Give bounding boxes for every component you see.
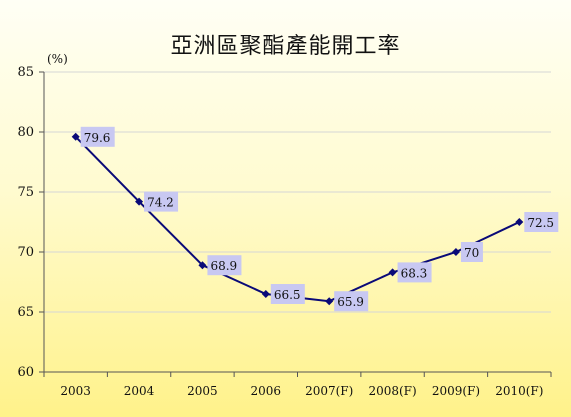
y-tick-label: 75	[17, 185, 34, 200]
data-point-marker	[261, 290, 270, 298]
data-label: 72.5	[527, 216, 554, 230]
x-tick-label: 2004	[124, 384, 155, 398]
data-label-background	[270, 284, 305, 304]
y-tick-label: 65	[17, 305, 34, 320]
data-label-background	[334, 291, 369, 312]
x-tick-label: 2008(F)	[368, 384, 416, 398]
axes: 60 65 70 75 80 85 2003 2004 2005 2006 2007(F) 2008(…	[17, 65, 552, 398]
y-tick-label: 80	[17, 125, 34, 140]
data-point-marker	[388, 268, 397, 277]
data-point-marker	[135, 197, 144, 206]
data-label-background	[397, 262, 432, 283]
y-tick-label: 85	[17, 65, 34, 80]
data-label-background	[207, 255, 242, 276]
chart-title: 亞洲區聚酯產能開工率	[170, 34, 401, 59]
grid-lines	[44, 71, 551, 313]
data-point-marker	[198, 261, 207, 270]
data-point-marker	[451, 248, 460, 256]
data-label-background	[80, 126, 115, 147]
markers	[71, 132, 524, 306]
data-label: 68.3	[401, 266, 428, 280]
data-label: 79.6	[84, 131, 111, 145]
x-tick-label: 2010(F)	[495, 384, 543, 398]
series-layer	[74, 136, 520, 303]
data-label-background	[144, 191, 179, 212]
data-point-marker	[325, 297, 334, 306]
data-label-background	[460, 242, 483, 262]
x-tick-label: 2006	[251, 384, 282, 398]
y-tick-label: 70	[17, 245, 34, 260]
data-point-marker	[515, 218, 524, 226]
data-label: 70	[464, 246, 479, 260]
y-unit-label: (%)	[47, 52, 68, 66]
y-tick-label: 60	[17, 365, 34, 380]
x-tick-label: 2005	[187, 384, 218, 398]
series-line	[74, 136, 520, 303]
data-labels: 79.6 74.2 68.9 66.5 65.9 68.3 70 72.5	[80, 126, 559, 312]
x-tick-label: 2003	[60, 384, 91, 398]
data-label: 68.9	[210, 259, 237, 273]
data-point-marker	[71, 132, 80, 141]
data-label: 66.5	[274, 288, 301, 302]
x-tick-label: 2009(F)	[432, 384, 480, 398]
x-tick-label: 2007(F)	[305, 384, 353, 398]
data-label: 65.9	[337, 295, 364, 309]
data-label-background	[524, 212, 559, 232]
data-label: 74.2	[147, 196, 174, 210]
